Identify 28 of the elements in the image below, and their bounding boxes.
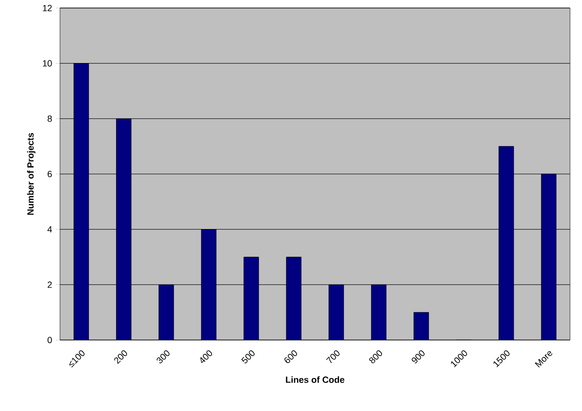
bar [371,284,386,340]
x-tick-label: 500 [241,350,255,364]
bar [498,146,514,340]
y-tick-label: 8 [48,115,52,122]
bar [328,284,344,340]
x-axis-title: Lines of Code [286,376,344,383]
x-tick-label: 700 [326,350,340,364]
y-tick-label: 12 [42,4,52,12]
y-tick-label: 0 [48,336,52,344]
x-tick-label: 200 [114,350,128,364]
bar [286,256,302,340]
bar [541,174,556,340]
y-tick-label: 2 [48,282,52,288]
x-tick-label: 800 [369,350,382,364]
bar [244,256,259,340]
y-tick-label: 4 [47,226,52,232]
x-tick-label: 900 [412,350,425,364]
bar [201,229,216,340]
bar [116,118,132,340]
bar [74,63,89,340]
y-tick-label: 6 [48,170,52,178]
x-tick-label: 400 [200,350,212,364]
bar [158,284,174,340]
y-tick-label: 10 [42,60,52,67]
bar [414,312,429,340]
x-tick-label: 600 [284,350,298,364]
y-axis-title: Number of Projects [27,133,36,215]
x-tick-label: 300 [156,350,170,364]
